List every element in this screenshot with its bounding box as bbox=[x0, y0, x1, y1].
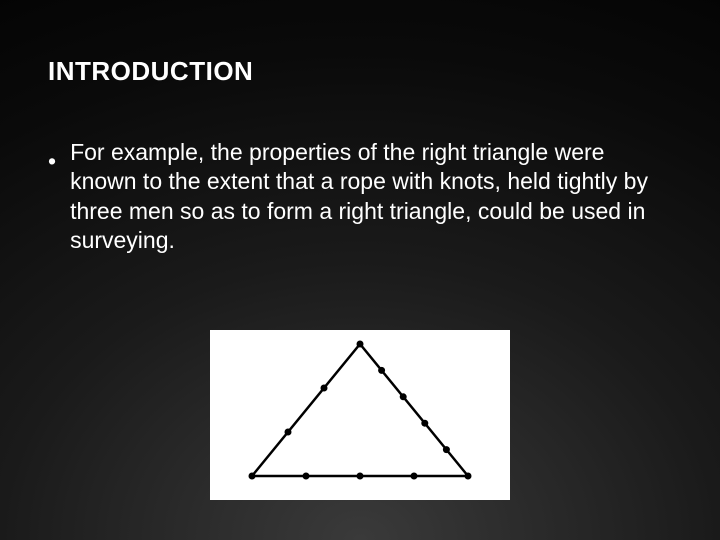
bullet-marker-icon: • bbox=[48, 148, 56, 175]
body-text-area: • For example, the properties of the rig… bbox=[48, 138, 660, 256]
triangle-svg bbox=[210, 330, 510, 500]
triangle-figure bbox=[210, 330, 510, 500]
bullet-text: For example, the properties of the right… bbox=[70, 138, 660, 256]
slide: INTRODUCTION • For example, the properti… bbox=[0, 0, 720, 540]
slide-title: INTRODUCTION bbox=[48, 56, 253, 87]
bullet-item: • For example, the properties of the rig… bbox=[48, 138, 660, 256]
